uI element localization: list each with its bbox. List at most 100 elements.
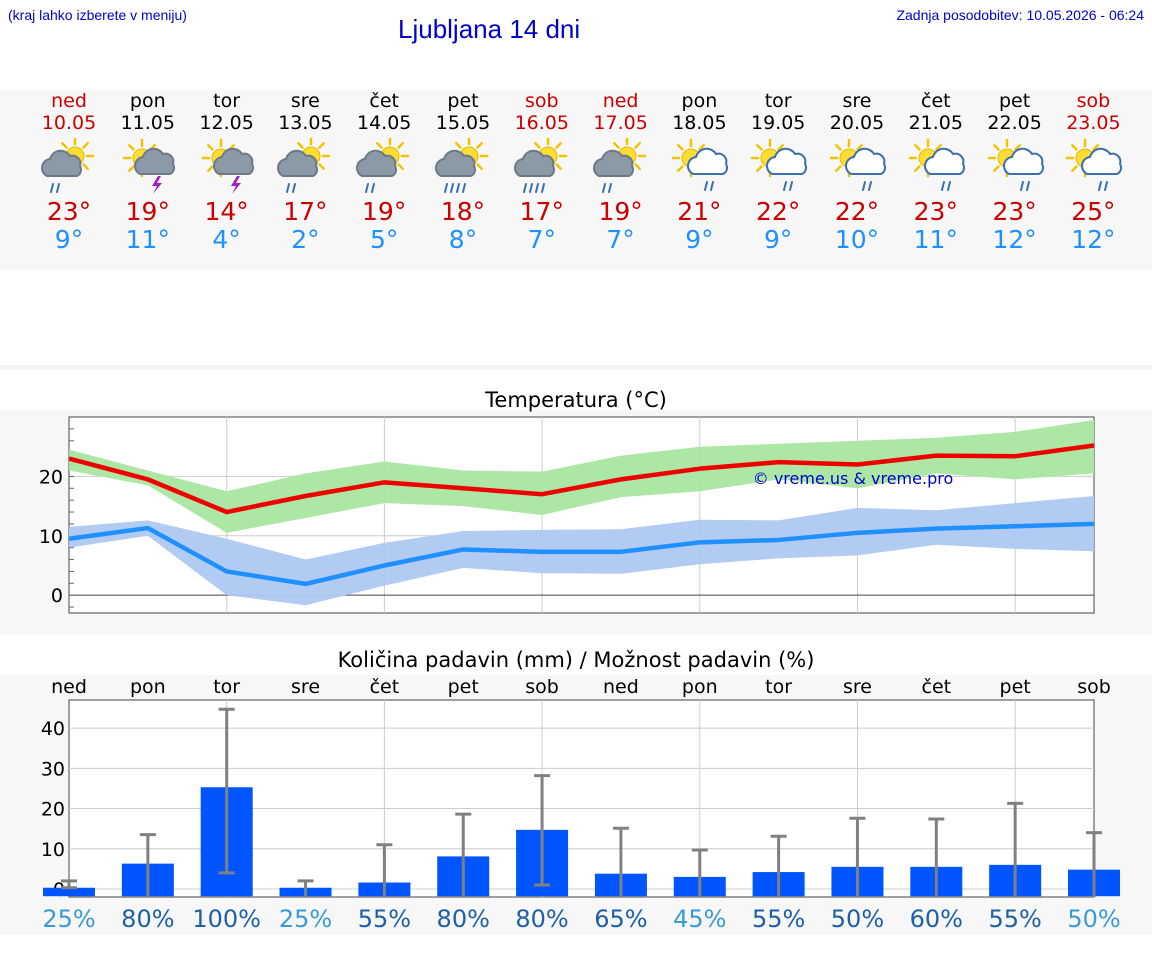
day-date: 15.05	[435, 112, 491, 134]
min-temperature: 9°	[54, 225, 84, 254]
cloud-shape	[277, 149, 319, 177]
day-forecast-column: sre 13.05 17° 2°	[266, 90, 344, 254]
sun-cloud-light-rain-icon	[750, 138, 808, 191]
precipitation-probability: 25%	[279, 905, 332, 933]
day-forecast-column: pet 22.05 23° 12°	[976, 90, 1054, 254]
cloud-shape	[212, 147, 254, 175]
day-label: čet	[922, 676, 952, 698]
day-name: pet	[998, 90, 1031, 112]
rain-drops	[286, 183, 297, 193]
day-name: tor	[764, 90, 792, 112]
precipitation-probability: 80%	[121, 905, 174, 933]
day-forecast-column: tor 12.05 14° 4°	[188, 90, 266, 254]
day-date: 20.05	[829, 112, 885, 134]
sun-cloud-light-rain-icon	[672, 138, 729, 191]
day-label: tor	[213, 676, 240, 698]
min-temperature: 10°	[834, 225, 880, 254]
day-label: tor	[765, 676, 792, 698]
cloud-shape	[41, 149, 83, 177]
y-tick-label: 20	[41, 799, 65, 821]
max-temperature: 22°	[756, 197, 801, 226]
day-name: pon	[129, 90, 166, 112]
day-forecast-column: sre 20.05 22° 10°	[818, 90, 896, 254]
min-temperature: 12°	[1071, 225, 1116, 254]
min-temperature: 8°	[448, 225, 478, 254]
cloud-shape	[133, 147, 175, 175]
day-label: pet	[1000, 676, 1031, 698]
precipitation-probability: 50%	[831, 905, 884, 933]
day-name: čet	[921, 90, 951, 112]
day-name: sob	[525, 90, 559, 112]
max-temperature: 23°	[46, 197, 92, 226]
rain-drops	[1019, 181, 1030, 191]
partly-sunny-heavy-rain-icon	[435, 138, 489, 193]
max-temperature: 25°	[1071, 197, 1116, 226]
max-temperature: 17°	[519, 197, 564, 226]
day-label: sob	[1077, 676, 1111, 698]
cloud-shape	[923, 147, 965, 175]
day-label: pon	[130, 676, 166, 698]
day-date: 14.05	[356, 112, 412, 134]
min-temperature-line	[68, 521, 1095, 587]
watermark-text: © vreme.us & vreme.pro	[753, 469, 954, 488]
precipitation-probability: 55%	[752, 905, 805, 933]
day-date: 10.05	[41, 112, 97, 134]
day-date: 22.05	[987, 112, 1042, 134]
min-temperature: 2°	[291, 225, 320, 254]
day-date: 17.05	[593, 112, 648, 134]
sun-cloud-light-rain-icon	[987, 138, 1044, 191]
day-forecast-column: pon 18.05 21° 9°	[660, 90, 738, 254]
precipitation-probability: 55%	[988, 905, 1041, 933]
day-name: pon	[681, 90, 718, 112]
cloud-shape	[1002, 147, 1044, 175]
min-temperature: 9°	[685, 225, 714, 254]
day-forecast-column: čet 21.05 23° 11°	[897, 90, 975, 254]
rain-drops	[704, 181, 715, 191]
y-tick-label: 40	[41, 718, 65, 740]
cloud-shape	[687, 147, 729, 175]
y-tick-label: 10	[39, 526, 63, 548]
day-name: sob	[1076, 90, 1111, 112]
precipitation-probability: 80%	[437, 905, 490, 933]
y-tick-label: 30	[41, 758, 65, 780]
max-temperature: 18°	[440, 197, 486, 226]
rain-drops	[444, 183, 466, 193]
rain-drops	[365, 183, 376, 193]
day-label: sob	[525, 676, 559, 698]
sun-cloud-light-rain-icon	[1066, 138, 1123, 191]
min-temperature: 9°	[763, 225, 793, 254]
day-label: sre	[291, 676, 320, 698]
precipitation-probability: 60%	[910, 905, 963, 933]
max-temperature: 17°	[283, 197, 328, 226]
max-temperature-line	[68, 443, 1095, 515]
daily-forecast-panel: ned 10.05 23° 9° pon 11.05 19° 11° tor 12.05 14° 4°…	[0, 90, 1152, 270]
day-date: 11.05	[120, 112, 175, 134]
day-forecast-column: pon 11.05 19° 11°	[109, 90, 187, 254]
last-update-text: Zadnja posodobitev: 10.05.2026 - 06:24	[896, 7, 1144, 23]
rain-drops	[601, 183, 612, 193]
max-temperature: 19°	[125, 197, 170, 226]
partly-sunny-rain-icon	[277, 138, 331, 193]
day-name: pet	[447, 90, 479, 112]
day-name: ned	[602, 90, 639, 112]
max-temperature: 23°	[992, 197, 1037, 226]
rain-drops	[940, 181, 951, 191]
day-date: 21.05	[908, 112, 963, 134]
page-title: Ljubljana 14 dni	[398, 14, 581, 44]
cloud-shape	[1081, 147, 1123, 175]
day-name: sre	[290, 90, 320, 112]
cloud-shape	[845, 147, 887, 175]
cloud-shape	[513, 149, 555, 177]
max-temperature: 19°	[362, 197, 407, 226]
min-temperature: 5°	[369, 225, 399, 254]
precipitation-probability: 45%	[673, 905, 726, 933]
day-forecast-column: pet 15.05 18° 8°	[424, 90, 502, 254]
location-menu-hint[interactable]: (kraj lahko izberete v meniju)	[8, 7, 187, 23]
day-date: 16.05	[514, 112, 569, 134]
min-temperature: 4°	[212, 225, 241, 254]
day-date: 19.05	[750, 112, 806, 134]
min-temperature: 7°	[527, 225, 556, 254]
min-temperature: 11°	[125, 225, 170, 254]
min-temperature: 7°	[606, 225, 635, 254]
max-temperature: 21°	[677, 197, 722, 226]
